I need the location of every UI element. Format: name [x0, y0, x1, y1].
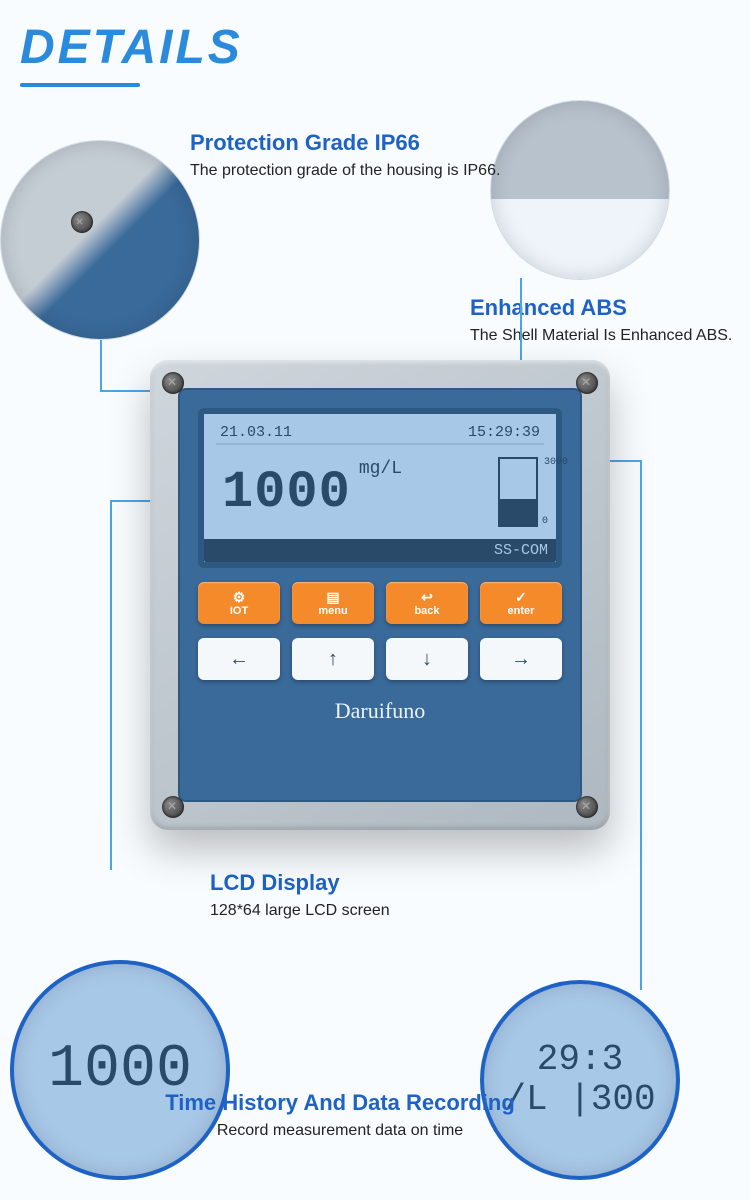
screw-icon [71, 211, 93, 233]
callout-ip66-title: Protection Grade IP66 [190, 130, 500, 156]
arrow-button-row: ← ↑ ↓ → [198, 638, 562, 680]
detail-circle-abs [490, 100, 670, 280]
lcd-bar-min: 0 [542, 516, 548, 527]
lcd-screen: 21.03.11 15:29:39 1000 mg/L 3000 0 SS-CO… [198, 408, 562, 568]
arrow-right-icon: → [511, 648, 531, 671]
lcd-main: 1000 mg/L 3000 0 [216, 445, 544, 539]
callout-history: Time History And Data Recording Record m… [130, 1090, 550, 1142]
lcd-reading: 1000 [222, 463, 351, 522]
device-meter: 21.03.11 15:29:39 1000 mg/L 3000 0 SS-CO… [150, 360, 610, 830]
lcd-unit: mg/L [359, 459, 402, 479]
iot-button[interactable]: ⚙ IOT [198, 582, 280, 624]
lcd-bargraph: 3000 0 [498, 457, 538, 527]
callout-abs: Enhanced ABS The Shell Material Is Enhan… [470, 295, 732, 347]
left-button[interactable]: ← [198, 638, 280, 680]
iot-icon: ⚙ [233, 590, 246, 604]
orange-button-row: ⚙ IOT ▤ menu ↩ back ✓ enter [198, 582, 562, 624]
connector-line [640, 460, 642, 990]
screw-icon [576, 372, 598, 394]
back-icon: ↩ [421, 590, 433, 604]
connector-line [100, 340, 102, 390]
lcd-bar-max: 3000 [544, 457, 568, 468]
callout-lcd-title: LCD Display [210, 870, 390, 896]
lcd-mode: SS-COM [204, 539, 556, 562]
section-header: DETAILS [20, 20, 243, 87]
callout-lcd-desc: 128*64 large LCD screen [210, 900, 390, 922]
arrow-up-icon: ↑ [328, 648, 338, 671]
device-faceplate: 21.03.11 15:29:39 1000 mg/L 3000 0 SS-CO… [178, 388, 582, 802]
screw-icon [162, 372, 184, 394]
enter-icon: ✓ [515, 590, 527, 604]
menu-label: menu [318, 606, 347, 617]
down-button[interactable]: ↓ [386, 638, 468, 680]
enter-label: enter [508, 606, 535, 617]
lcd-date: 21.03.11 [220, 424, 292, 441]
up-button[interactable]: ↑ [292, 638, 374, 680]
right-button[interactable]: → [480, 638, 562, 680]
screw-icon [162, 796, 184, 818]
detail-circle-ip66 [0, 140, 200, 340]
iot-label: IOT [230, 606, 248, 617]
details-title: DETAILS [20, 20, 243, 75]
screw-icon [576, 796, 598, 818]
callout-ip66-desc: The protection grade of the housing is I… [190, 160, 500, 182]
back-label: back [414, 606, 439, 617]
connector-line [110, 500, 112, 870]
device-brand: Daruifuno [198, 698, 562, 724]
title-underline [20, 83, 140, 87]
callout-lcd: LCD Display 128*64 large LCD screen [210, 870, 390, 922]
lcd-time: 15:29:39 [468, 424, 540, 441]
lcd-header: 21.03.11 15:29:39 [216, 422, 544, 445]
back-button[interactable]: ↩ back [386, 582, 468, 624]
lcd-bar-fill [500, 499, 536, 525]
detail-circle-history: 29:3 /L |300 [480, 980, 680, 1180]
callout-history-title: Time History And Data Recording [130, 1090, 550, 1116]
callout-abs-desc: The Shell Material Is Enhanced ABS. [470, 325, 732, 347]
enter-button[interactable]: ✓ enter [480, 582, 562, 624]
callout-history-desc: Record measurement data on time [130, 1120, 550, 1142]
menu-button[interactable]: ▤ menu [292, 582, 374, 624]
detail-circle-lcd: 1000 [10, 960, 230, 1180]
callout-ip66: Protection Grade IP66 The protection gra… [190, 130, 500, 182]
arrow-down-icon: ↓ [422, 648, 432, 671]
menu-icon: ▤ [326, 590, 339, 604]
arrow-left-icon: ← [229, 648, 249, 671]
callout-abs-title: Enhanced ABS [470, 295, 732, 321]
time-zoom-line1: 29:3 [537, 1040, 623, 1080]
